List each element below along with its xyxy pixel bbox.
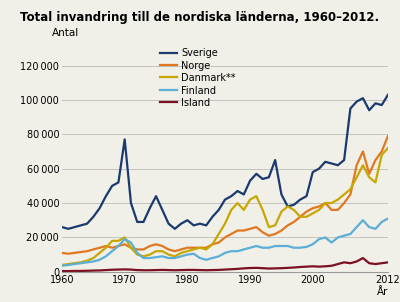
Island bbox=[254, 266, 259, 270]
Island bbox=[60, 269, 64, 273]
Island bbox=[147, 268, 152, 272]
Legend: Sverige, Norge, Danmark**, Finland, Island: Sverige, Norge, Danmark**, Finland, Isla… bbox=[160, 48, 236, 108]
Finland bbox=[266, 246, 271, 249]
Danmark** bbox=[310, 211, 315, 215]
Danmark** bbox=[60, 263, 64, 267]
Danmark** bbox=[147, 253, 152, 256]
Text: Antal: Antal bbox=[52, 28, 79, 38]
Island bbox=[360, 256, 365, 260]
Norge bbox=[254, 225, 259, 229]
Line: Danmark**: Danmark** bbox=[62, 148, 388, 265]
Sverige bbox=[386, 93, 390, 97]
Sverige bbox=[317, 167, 322, 170]
Norge bbox=[354, 163, 359, 167]
Text: År: År bbox=[377, 288, 388, 297]
Text: Total invandring till de nordiska länderna, 1960–2012.: Total invandring till de nordiska länder… bbox=[20, 11, 380, 24]
Finland bbox=[248, 246, 252, 249]
Sverige bbox=[254, 172, 259, 176]
Island bbox=[248, 266, 252, 270]
Danmark** bbox=[248, 198, 252, 201]
Sverige bbox=[354, 100, 359, 103]
Norge bbox=[273, 232, 278, 236]
Line: Sverige: Sverige bbox=[62, 95, 388, 229]
Danmark** bbox=[254, 194, 259, 198]
Sverige bbox=[60, 225, 64, 229]
Finland bbox=[254, 244, 259, 248]
Danmark** bbox=[266, 225, 271, 229]
Finland bbox=[147, 256, 152, 260]
Norge bbox=[317, 205, 322, 208]
Sverige bbox=[260, 177, 265, 181]
Island bbox=[266, 267, 271, 270]
Norge bbox=[386, 134, 390, 138]
Finland bbox=[310, 243, 315, 246]
Island bbox=[310, 265, 315, 268]
Finland bbox=[60, 264, 64, 268]
Norge bbox=[66, 252, 71, 255]
Sverige bbox=[66, 227, 71, 231]
Danmark** bbox=[386, 146, 390, 150]
Sverige bbox=[273, 158, 278, 162]
Finland bbox=[348, 232, 353, 236]
Finland bbox=[386, 217, 390, 220]
Line: Finland: Finland bbox=[62, 219, 388, 266]
Danmark** bbox=[348, 188, 353, 191]
Norge bbox=[154, 243, 158, 246]
Sverige bbox=[154, 194, 158, 198]
Norge bbox=[60, 251, 64, 255]
Line: Island: Island bbox=[62, 258, 388, 271]
Island bbox=[348, 262, 353, 265]
Line: Norge: Norge bbox=[62, 136, 388, 254]
Norge bbox=[260, 230, 265, 234]
Island bbox=[386, 261, 390, 264]
